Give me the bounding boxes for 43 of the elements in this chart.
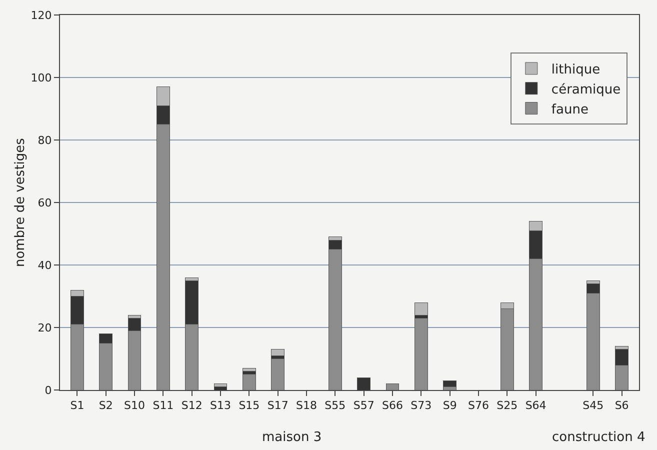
legend-label: céramique xyxy=(551,82,621,98)
bar xyxy=(386,384,400,390)
x-tick-label: S18 xyxy=(296,399,317,412)
x-tick-label: S1 xyxy=(70,399,84,412)
bar xyxy=(214,386,228,390)
y-tick-label: 80 xyxy=(38,134,52,147)
x-tick-label: S12 xyxy=(181,399,202,412)
y-tick-label: 120 xyxy=(30,8,52,22)
text: maison 3 xyxy=(262,430,322,445)
bar xyxy=(271,349,285,356)
bar xyxy=(242,374,256,390)
x-tick-label: S25 xyxy=(496,399,518,412)
y-tick-label: 100 xyxy=(30,71,52,84)
x-tick-label: S11 xyxy=(152,399,174,412)
bar xyxy=(242,368,256,372)
bar xyxy=(443,380,457,388)
x-tick-label: S64 xyxy=(525,399,546,412)
x-tick-label: S45 xyxy=(582,399,604,412)
y-axis-title: nombre de vestiges xyxy=(13,138,28,267)
x-tick-label: S2 xyxy=(98,399,113,412)
text: construction 4 xyxy=(552,430,646,445)
x-tick-label: S6 xyxy=(614,399,629,412)
x-tick-label: S55 xyxy=(324,399,346,412)
bar xyxy=(214,384,228,388)
x-tick-label: S15 xyxy=(238,399,260,412)
bar xyxy=(414,318,428,390)
legend-label: faune xyxy=(551,102,588,118)
x-tick-label: S76 xyxy=(468,399,489,412)
y-tick-label: 0 xyxy=(44,384,52,397)
x-tick-label: S73 xyxy=(410,399,432,412)
y-tick-label: 60 xyxy=(38,196,52,210)
bar xyxy=(414,302,428,316)
bar xyxy=(271,358,285,390)
x-tick-label: S66 xyxy=(382,399,403,412)
y-tick-label: 20 xyxy=(38,321,52,334)
x-tick-label: S57 xyxy=(353,399,374,412)
x-tick-label: S9 xyxy=(442,399,457,412)
legend-label: lithique xyxy=(551,62,600,78)
x-tick-label: S13 xyxy=(210,399,231,412)
x-tick-label: S17 xyxy=(267,399,288,412)
x-tick-label: S10 xyxy=(124,399,146,412)
bar xyxy=(357,377,371,390)
y-tick-label: 40 xyxy=(38,258,52,272)
